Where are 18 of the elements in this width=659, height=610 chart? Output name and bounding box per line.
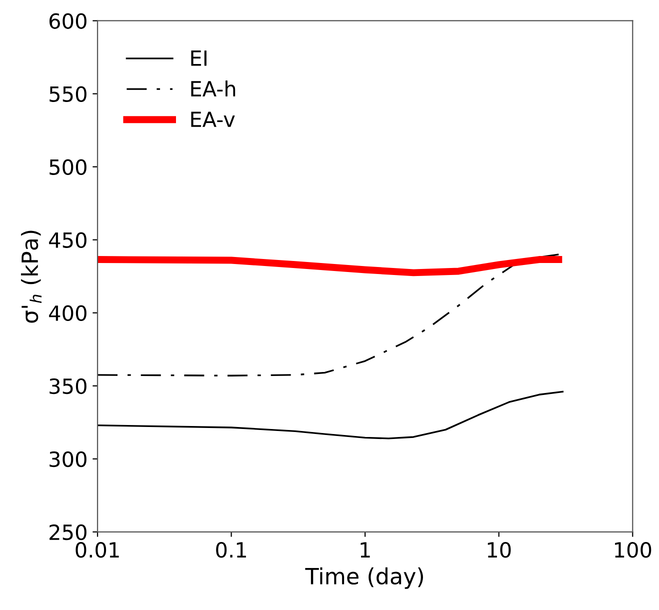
x-tick-label: 10 [488, 542, 511, 558]
y-tick-label: 550 [50, 86, 86, 102]
y-tick-label: 250 [50, 524, 86, 540]
y-tick-label: 500 [50, 159, 86, 176]
legend-label: EA-v [191, 112, 235, 127]
y-axis-title: σ'$_{h}$ (kPa) [20, 230, 42, 323]
y-tick-label: 450 [49, 232, 86, 248]
y-tick-label: 300 [50, 451, 86, 468]
y-tick-label: 600 [50, 13, 86, 29]
x-tick-label: 0.01 [76, 542, 119, 558]
y-tick-label: 350 [50, 378, 86, 394]
x-tick-label: 1 [360, 542, 370, 558]
x-tick-label: 100 [615, 542, 652, 558]
legend-label: EI [191, 50, 206, 66]
x-axis-title: Time (day) [305, 567, 423, 589]
legend-label: EA-h [191, 80, 236, 96]
x-tick-label: 0.1 [216, 542, 246, 558]
y-tick-label: 400 [49, 305, 86, 322]
